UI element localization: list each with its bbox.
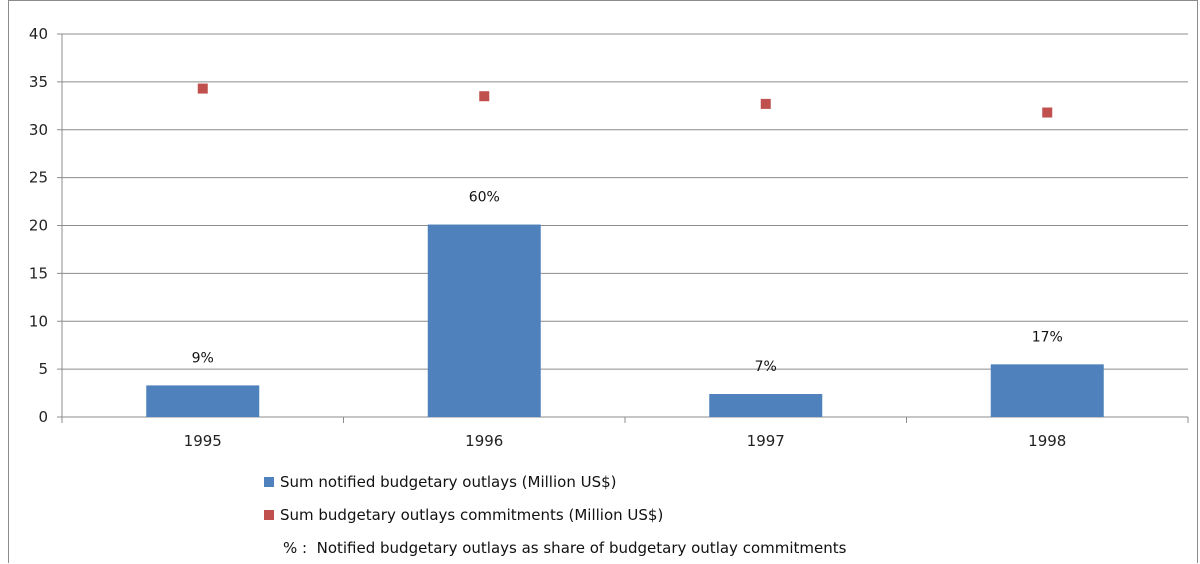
marker-point	[197, 83, 208, 94]
marker-point	[479, 91, 490, 102]
y-tick-label: 35	[29, 73, 48, 91]
legend-marker-swatch	[264, 510, 274, 520]
y-tick-label: 20	[29, 217, 48, 235]
bar	[427, 224, 541, 417]
x-axis: 1995 1996 1997 1998	[61, 416, 1189, 450]
gridlines	[62, 33, 1188, 370]
y-tick-label: 10	[29, 312, 48, 330]
marker-point	[760, 98, 771, 109]
marker-series	[197, 83, 1053, 118]
y-tick-label: 40	[29, 25, 48, 43]
bar	[146, 385, 260, 417]
legend: Sum notified budgetary outlays (Million …	[264, 473, 847, 557]
y-tick-label: 30	[29, 121, 48, 139]
data-label: 9%	[192, 350, 214, 366]
legend-bar-label: Sum notified budgetary outlays (Million …	[280, 473, 617, 491]
data-label: 17%	[1032, 329, 1063, 345]
y-tick-label: 25	[29, 169, 48, 187]
legend-note: % : Notified budgetary outlays as share …	[283, 539, 847, 557]
bar	[990, 364, 1104, 417]
y-tick-label: 5	[38, 360, 48, 378]
chart-frame	[8, 0, 1198, 563]
x-tick-label: 1997	[747, 432, 785, 450]
x-tick-label: 1996	[465, 432, 503, 450]
bar-series	[146, 224, 1104, 417]
legend-marker-label: Sum budgetary outlays commitments (Milli…	[280, 506, 663, 524]
data-labels: 9% 60% 7% 17%	[192, 190, 1063, 375]
bar	[709, 394, 823, 417]
data-label: 7%	[755, 359, 777, 375]
legend-bar-swatch	[264, 477, 274, 487]
x-tick-label: 1995	[184, 432, 222, 450]
x-tick-label: 1998	[1028, 432, 1066, 450]
y-axis: 0 5 10 15 20 25 30 35 40	[29, 25, 63, 426]
y-tick-label: 15	[29, 264, 48, 282]
data-label: 60%	[469, 190, 500, 206]
marker-point	[1042, 107, 1053, 118]
y-tick-label: 0	[38, 408, 48, 426]
